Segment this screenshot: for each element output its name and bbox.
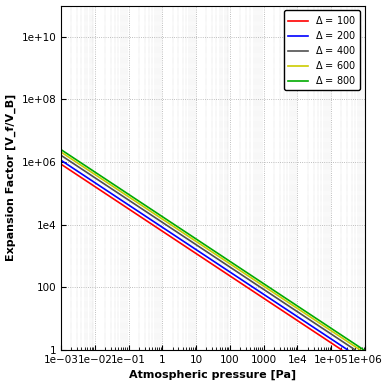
Legend: $\Delta$ = 100, $\Delta$ = 200, $\Delta$ = 400, $\Delta$ = 600, $\Delta$ = 800: $\Delta$ = 100, $\Delta$ = 200, $\Delta$…: [284, 10, 360, 90]
X-axis label: Atmospheric pressure [Pa]: Atmospheric pressure [Pa]: [130, 370, 296, 381]
Y-axis label: Expansion Factor [V_f/V_B]: Expansion Factor [V_f/V_B]: [5, 94, 16, 261]
